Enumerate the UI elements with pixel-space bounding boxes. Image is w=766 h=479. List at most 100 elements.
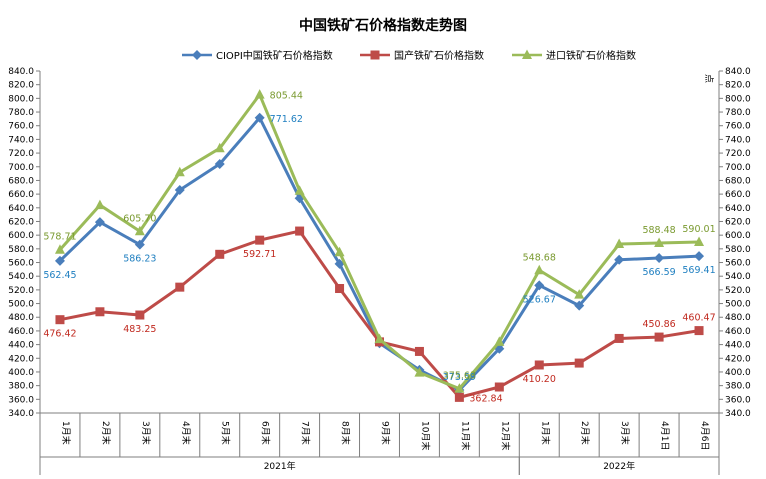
data-point [192,50,202,60]
y-tick-label-left: 460.0 [8,327,34,337]
x-tick-label: 10月末 [419,421,431,450]
x-group-label: 2022年 [603,460,635,472]
data-label: 566.59 [642,267,675,278]
y-tick-label-right: 460.0 [725,327,751,337]
y-tick-label-left: 400.0 [8,368,34,378]
y-tick-label-right: 540.0 [725,272,751,282]
y-tick-label-left: 680.0 [8,176,34,186]
data-point [214,159,225,170]
y-tick-label-left: 380.0 [8,382,34,392]
data-point [574,300,585,311]
data-point [294,185,305,195]
data-point [254,89,265,99]
data-point [174,185,185,196]
data-point [335,284,345,294]
x-tick-label: 5月末 [220,421,232,445]
data-point [55,315,65,325]
y-tick-label-right: 780.0 [725,108,751,118]
y-tick-label-right: 660.0 [725,190,751,200]
data-label: 526.67 [523,294,556,305]
y-tick-label-right: 600.0 [725,231,751,241]
data-point [254,112,265,123]
y-tick-label-right: 840.0 [725,67,751,77]
data-point [174,166,185,177]
x-tick-label: 6月末 [260,421,272,445]
y-tick-label-left: 700.0 [8,163,34,173]
data-point [574,289,585,299]
x-tick-label: 8月末 [340,421,352,445]
y-tick-label-right: 800.0 [725,94,751,104]
data-point [134,225,145,236]
data-label: 375.63 [443,371,476,382]
data-label: 578.71 [43,232,76,243]
y-tick-label-right: 820.0 [725,81,751,91]
data-point [214,142,225,153]
data-point [694,251,705,262]
data-point [454,383,465,393]
x-tick-label: 3月末 [140,421,152,445]
y-tick-label-left: 820.0 [8,81,34,91]
y-tick-label-right: 500.0 [725,300,751,310]
y-tick-label-left: 420.0 [8,354,34,364]
legend: CIOPI中国铁矿石价格指数 国产铁矿石价格指数 进口铁矿石价格指数 [182,49,636,62]
data-point [534,360,544,370]
data-point [614,254,625,265]
y-tick-label-right: 680.0 [725,176,751,186]
x-tick-label: 3月末 [619,421,631,445]
chart-title: 中国铁矿石价格指数走势图 [299,17,467,34]
data-point [95,307,105,317]
data-point [295,226,305,236]
legend-label: 国产铁矿石价格指数 [394,49,484,62]
x-tick-label: 2月末 [100,421,112,445]
data-label: 771.62 [270,114,303,125]
data-point [94,199,105,210]
y-tick-label-right: 700.0 [725,163,751,173]
y-tick-label-left: 720.0 [8,149,34,159]
y-tick-label-right: 620.0 [725,217,751,227]
data-labels: 562.45 586.23 771.62 373.59 526.67 566.59 569.… [43,91,715,405]
y-tick-label-right: 360.0 [725,395,751,405]
x-tick-label: 1月末 [539,421,551,445]
data-label: 362.84 [469,393,502,404]
y-tick-label-right: 400.0 [725,368,751,378]
y-tick-label-left: 560.0 [8,259,34,269]
data-point [374,333,385,344]
y-tick-label-right: 740.0 [725,135,751,145]
y-tick-label-right: 520.0 [725,286,751,296]
y-tick-label-left: 520.0 [8,286,34,296]
y-tick-label-left: 580.0 [8,245,34,255]
data-label: 548.68 [523,252,556,263]
axes: 340.0 340.0 360.0 360.0 380.0 380.0 400.0 400.0… [8,67,751,475]
data-label: 588.48 [642,225,675,236]
x-tick-label: 4月末 [180,421,192,445]
data-label: 450.86 [642,319,675,330]
data-point [255,235,265,245]
data-point [414,367,425,377]
y-tick-label-left: 620.0 [8,217,34,227]
y-tick-label-left: 800.0 [8,94,34,104]
x-tick-label: 1月末 [60,421,72,445]
data-point [574,358,584,368]
x-tick-label: 4月1日 [659,421,670,450]
legend-label: CIOPI中国铁矿石价格指数 [216,49,333,62]
y-tick-label-right: 440.0 [725,341,751,351]
y-tick-label-left: 360.0 [8,395,34,405]
legend-label: 进口铁矿石价格指数 [546,49,636,62]
y-tick-label-right: 560.0 [725,259,751,269]
data-point [334,258,345,269]
x-group-label: 2021年 [264,460,296,472]
y-tick-label-right: 720.0 [725,149,751,159]
x-tick-label: 4月6日 [699,421,710,450]
data-point [494,336,505,346]
data-point [654,237,665,248]
y-tick-label-right: 420.0 [725,354,751,364]
data-point [94,217,105,228]
y-tick-label-left: 440.0 [8,341,34,351]
data-point [370,50,380,60]
data-point [334,246,345,257]
data-label: 410.20 [523,374,556,385]
y-tick-label-left: 480.0 [8,313,34,323]
x-tick-label: 9月末 [380,421,392,445]
